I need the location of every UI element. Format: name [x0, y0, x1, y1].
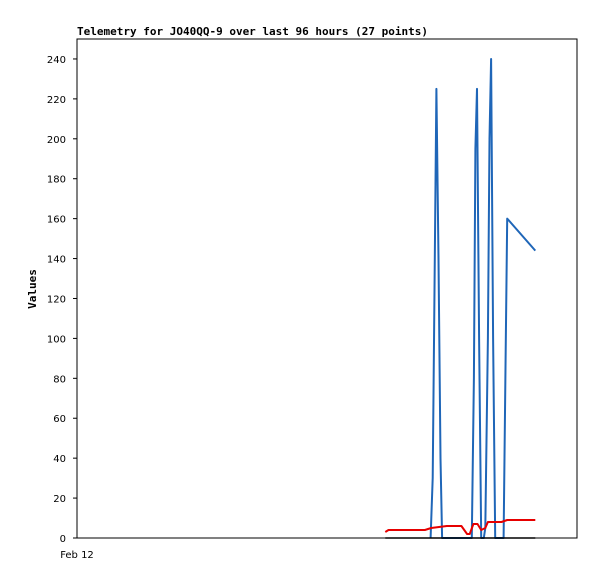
y-tick-label: 220: [47, 95, 66, 106]
y-axis: 0 20 40 60 80 100 120 140 160 180 200 220 240: [47, 55, 77, 545]
y-tick-label: 0: [60, 534, 66, 545]
plot-area: [76, 38, 578, 539]
y-tick-label: 80: [53, 374, 66, 385]
x-tick-label: Feb 12: [60, 550, 94, 561]
y-tick-label: 140: [47, 255, 66, 266]
y-tick-label: 160: [47, 215, 66, 226]
x-axis: Feb 12: [60, 550, 94, 561]
y-tick-label: 100: [47, 334, 66, 345]
y-tick-label: 200: [47, 135, 66, 146]
y-tick-label: 40: [53, 454, 66, 465]
y-tick-label: 120: [47, 294, 66, 305]
chart-title: Telemetry for JO40QQ-9 over last 96 hour…: [77, 25, 428, 38]
y-tick-label: 20: [53, 494, 66, 505]
series-line-2: [384, 519, 536, 535]
y-tick-label: 60: [53, 414, 66, 425]
y-tick-label: 240: [47, 55, 66, 66]
y-tick-label: 180: [47, 175, 66, 186]
series-group: [384, 58, 537, 539]
y-axis-label: Values: [26, 269, 39, 309]
series-line-1: [429, 58, 537, 539]
